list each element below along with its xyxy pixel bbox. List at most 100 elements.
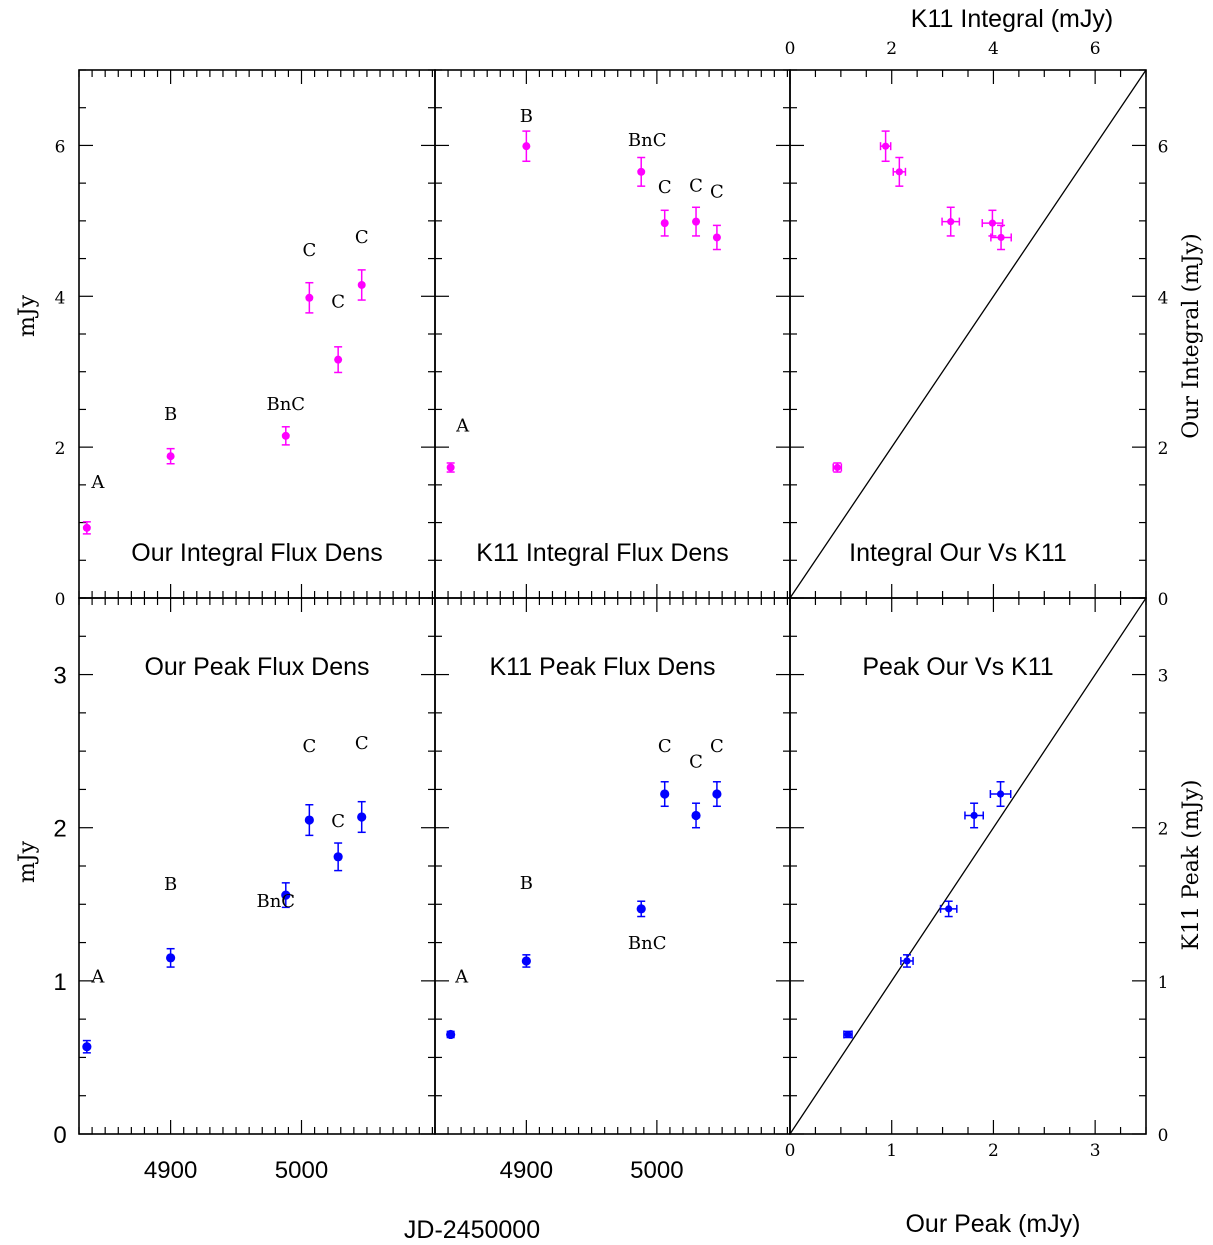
point-label: A bbox=[454, 966, 469, 987]
data-point-group bbox=[691, 802, 701, 829]
data-point-group bbox=[304, 803, 314, 837]
data-series bbox=[446, 130, 721, 473]
data-point bbox=[660, 219, 669, 228]
y-tick-label: 4 bbox=[1158, 288, 1169, 308]
tick-marks bbox=[78, 69, 435, 599]
point-label: BnC bbox=[628, 130, 667, 151]
tick-marks bbox=[789, 597, 1147, 1135]
panel-title: K11 Integral Flux Dens bbox=[476, 539, 728, 567]
y-tick-label: 0 bbox=[55, 590, 66, 610]
data-point bbox=[521, 956, 531, 966]
data-point-group bbox=[357, 269, 366, 301]
point-label: C bbox=[658, 177, 672, 198]
data-point-group bbox=[166, 947, 176, 968]
data-point-group bbox=[964, 802, 985, 829]
y-tick-label: 6 bbox=[1158, 137, 1169, 157]
point-label: C bbox=[355, 227, 369, 248]
tick-marks bbox=[434, 69, 790, 599]
point-label: C bbox=[710, 181, 724, 202]
data-point bbox=[945, 905, 953, 913]
point-label: A bbox=[90, 472, 105, 493]
data-point bbox=[82, 1042, 92, 1052]
point-label: B bbox=[520, 873, 533, 894]
data-point-group bbox=[939, 900, 958, 918]
panel-our-integral: Our Integral Flux Dens 0 2 4 6 A B BnC C C C bbox=[55, 69, 436, 610]
data-point-group bbox=[712, 781, 722, 808]
point-label: C bbox=[355, 733, 369, 754]
data-point-group bbox=[989, 781, 1012, 808]
data-point bbox=[903, 957, 911, 965]
x-tick-label: 3 bbox=[1090, 1141, 1101, 1161]
panel-title: Peak Our Vs K11 bbox=[862, 653, 1053, 681]
data-point bbox=[304, 815, 314, 825]
x-tick-label: 6 bbox=[1090, 39, 1101, 59]
y-tick-label: 1 bbox=[1158, 973, 1169, 993]
x-tick-label: 1 bbox=[886, 1141, 897, 1161]
point-label: A bbox=[455, 416, 470, 437]
data-point bbox=[281, 431, 290, 440]
data-point bbox=[844, 1030, 852, 1039]
data-point-group bbox=[305, 281, 314, 314]
y-axis-label-our-integral: Our Integral (mJy) bbox=[1179, 233, 1204, 438]
y-tick-label: 2 bbox=[53, 816, 66, 843]
data-point bbox=[712, 789, 722, 799]
y-tick-label: 3 bbox=[1158, 667, 1169, 687]
data-point bbox=[970, 811, 978, 820]
data-point bbox=[882, 142, 890, 150]
data-point bbox=[691, 810, 701, 821]
data-point bbox=[895, 168, 903, 176]
data-point-group bbox=[446, 1029, 456, 1040]
point-label: B bbox=[164, 404, 177, 425]
data-point bbox=[692, 217, 701, 226]
point-label: A bbox=[90, 967, 105, 988]
x-tick-label: 2 bbox=[988, 1141, 999, 1161]
data-point bbox=[357, 280, 366, 289]
x-tick-label: 0 bbox=[785, 1141, 796, 1161]
data-point-group bbox=[82, 1039, 92, 1054]
data-point bbox=[305, 293, 314, 302]
data-series bbox=[843, 781, 1012, 1039]
data-point-group bbox=[357, 800, 367, 834]
x-axis-label-our-peak: Our Peak (mJy) bbox=[905, 1210, 1080, 1238]
y-tick-label: 2 bbox=[1158, 439, 1169, 459]
data-point-group bbox=[281, 882, 291, 909]
data-series bbox=[82, 269, 366, 535]
y-tick-label: 6 bbox=[55, 137, 66, 157]
data-point bbox=[947, 218, 955, 226]
data-point-group bbox=[900, 954, 914, 968]
x-tick-label: 2 bbox=[886, 39, 897, 59]
data-point-group bbox=[660, 209, 669, 237]
data-point bbox=[636, 904, 646, 914]
data-point bbox=[446, 463, 455, 472]
point-label: BnC bbox=[628, 933, 667, 954]
panel-title: Integral Our Vs K11 bbox=[849, 539, 1067, 567]
point-label: C bbox=[689, 176, 703, 197]
data-point-group bbox=[832, 462, 843, 473]
panel-title: Our Peak Flux Dens bbox=[144, 653, 369, 681]
y-tick-label: 2 bbox=[1158, 820, 1169, 840]
data-point bbox=[82, 523, 91, 532]
data-point-group bbox=[281, 426, 290, 446]
data-point-group bbox=[166, 447, 175, 465]
data-point-group bbox=[446, 462, 455, 473]
x-tick-label: 4900 bbox=[500, 1157, 553, 1184]
data-point bbox=[988, 219, 997, 227]
panel-title: K11 Peak Flux Dens bbox=[489, 653, 715, 681]
data-point bbox=[660, 789, 670, 799]
panel-our-peak: Our Peak Flux Dens 0 1 2 3 4900 5000 A B BnC C C C bbox=[53, 597, 436, 1184]
data-point-group bbox=[334, 346, 343, 374]
data-point bbox=[996, 790, 1005, 798]
data-point bbox=[637, 167, 646, 176]
point-label: C bbox=[331, 292, 345, 313]
point-label: C bbox=[689, 751, 703, 772]
y-tick-label: 0 bbox=[1158, 590, 1169, 610]
tick-marks bbox=[78, 597, 435, 1135]
point-label: C bbox=[302, 240, 316, 261]
x-tick-label: 4900 bbox=[144, 1157, 197, 1184]
data-point-group bbox=[692, 206, 701, 237]
data-point-group bbox=[82, 521, 91, 535]
data-point-group bbox=[879, 130, 892, 163]
